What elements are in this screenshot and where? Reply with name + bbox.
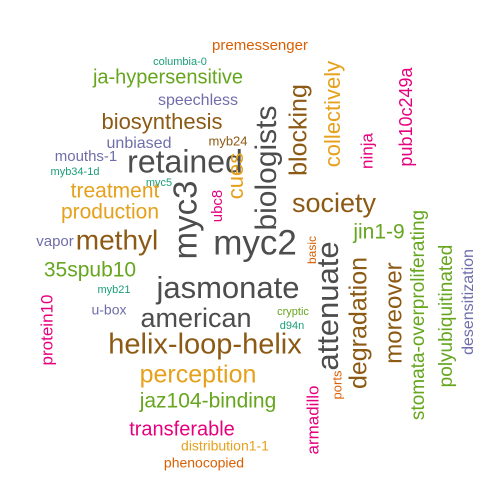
word-ninja: ninja bbox=[357, 132, 376, 168]
word-ports: ports bbox=[329, 370, 344, 399]
word-myb21: myb21 bbox=[97, 284, 130, 296]
word-pub10c249a: pub10c249a bbox=[396, 66, 416, 166]
word-premessenger: premessenger bbox=[212, 37, 308, 54]
word-myc5: myc5 bbox=[146, 177, 172, 189]
word-production: production bbox=[61, 201, 159, 224]
word-society: society bbox=[292, 188, 377, 218]
word-helix-loop-helix: helix-loop-helix bbox=[108, 329, 302, 361]
word-columbia-0: columbia-0 bbox=[153, 56, 207, 68]
word-armadillo: armadillo bbox=[303, 386, 322, 455]
word-myc3: myc3 bbox=[167, 181, 204, 260]
word-transferable: transferable bbox=[129, 418, 235, 440]
word-myb34-1d: myb34-1d bbox=[51, 166, 100, 178]
word-35spub10: 35spub10 bbox=[44, 259, 136, 282]
word-treatment: treatment bbox=[71, 180, 160, 203]
word-degradation: degradation bbox=[345, 257, 373, 389]
word-jin1-9: jin1-9 bbox=[352, 221, 404, 244]
word-myb24: myb24 bbox=[208, 133, 247, 148]
word-phenocopied: phenocopied bbox=[164, 455, 244, 471]
word-speechless: speechless bbox=[158, 92, 238, 109]
word-jasmonate: jasmonate bbox=[155, 270, 299, 305]
word-ja-hypersensitive: ja-hypersensitive bbox=[92, 66, 243, 88]
word-desensitization: desensitization bbox=[460, 249, 477, 355]
word-jaz104-binding: jaz104-binding bbox=[139, 390, 277, 413]
word-distribution1-1: distribution1-1 bbox=[181, 438, 269, 454]
word-blocking: blocking bbox=[285, 84, 313, 176]
word-moreover: moreover bbox=[380, 262, 407, 363]
word-attenuate: attenuate bbox=[310, 241, 345, 370]
word-biologists: biologists bbox=[250, 105, 283, 230]
word-perception: perception bbox=[140, 361, 257, 389]
word-retained: retained bbox=[127, 143, 243, 179]
word-biosynthesis: biosynthesis bbox=[101, 109, 222, 134]
word-cues: cues bbox=[223, 153, 248, 199]
word-protein10: protein10 bbox=[37, 295, 56, 366]
word-american: american bbox=[140, 303, 251, 333]
word-basic: basic bbox=[305, 236, 319, 264]
word-polyubiquitinated: polyubiquitinated bbox=[436, 245, 457, 388]
word-ubc8: ubc8 bbox=[209, 190, 226, 223]
word-methyl: methyl bbox=[76, 224, 158, 255]
word-mouths-1: mouths-1 bbox=[55, 148, 118, 165]
word-myc2: myc2 bbox=[213, 223, 297, 262]
word-d94n: d94n bbox=[280, 320, 304, 332]
word-vapor: vapor bbox=[36, 233, 74, 250]
word-u-box: u-box bbox=[91, 302, 126, 318]
word-stomata-overproliferating: stomata-overproliferating bbox=[408, 210, 429, 420]
word-collectively: collectively bbox=[320, 61, 345, 167]
word-cryptic: cryptic bbox=[277, 306, 309, 318]
word-unbiased: unbiased bbox=[107, 135, 172, 152]
